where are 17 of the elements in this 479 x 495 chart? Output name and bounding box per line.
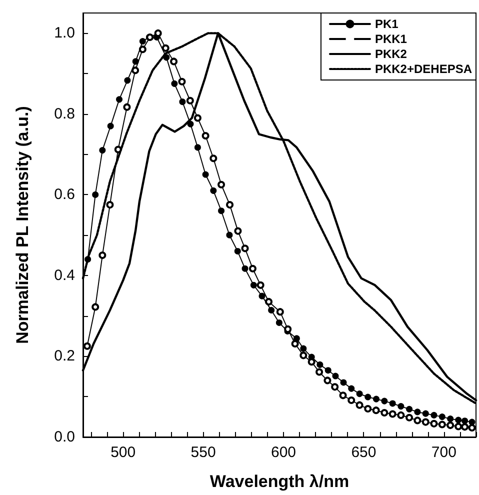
y-tick-label: 0.6 xyxy=(54,186,75,204)
legend-label: PKK2+DEHEPSA xyxy=(374,62,472,76)
x-axis-title: Wavelength λ/nm xyxy=(210,472,350,491)
x-tick-label: 550 xyxy=(190,444,216,461)
legend-label: PKK2 xyxy=(374,47,408,61)
x-tick-label: 650 xyxy=(351,444,376,461)
x-tick-label: 500 xyxy=(110,444,136,461)
y-axis-title: Normalized PL Intensity (a.u.) xyxy=(13,106,32,344)
x-tick-label: 600 xyxy=(270,444,296,461)
y-tick-label: 1.0 xyxy=(54,24,75,42)
y-tick-label: 0.8 xyxy=(54,105,75,122)
legend-label: PK1 xyxy=(374,17,399,31)
legend-label: PKK1 xyxy=(374,32,408,46)
y-tick-label: 0.4 xyxy=(54,266,75,284)
y-tick-label: 0.2 xyxy=(54,348,75,365)
y-tick-label: 0.0 xyxy=(54,428,75,446)
x-tick-label: 700 xyxy=(431,444,456,461)
